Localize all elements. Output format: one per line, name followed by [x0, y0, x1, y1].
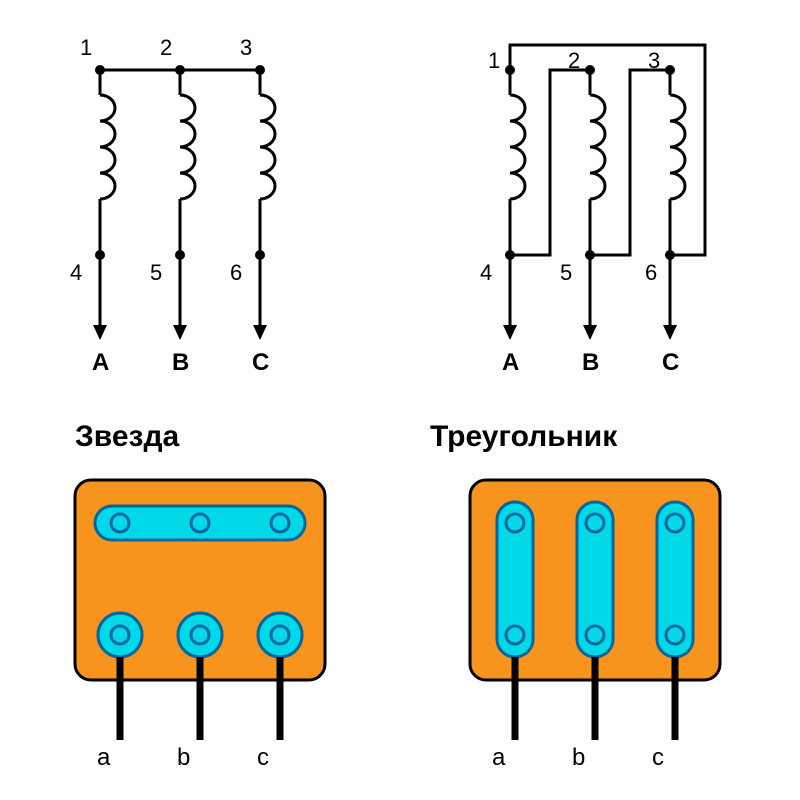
label-5: 5: [150, 260, 162, 285]
title-star: Звезда: [75, 420, 179, 454]
wire-b: b: [177, 744, 190, 771]
schematic-delta: 1 2 3 4 5 6 A B C: [450, 20, 770, 380]
phase-B: B: [172, 349, 189, 376]
label-3: 3: [240, 35, 252, 60]
terminal-star: a b c: [55, 460, 355, 780]
label-4: 4: [480, 260, 492, 285]
wire-a: a: [492, 744, 506, 771]
wire-c: c: [257, 744, 269, 771]
label-6: 6: [230, 260, 242, 285]
title-delta: Треугольник: [430, 420, 617, 454]
phase-C: C: [252, 349, 269, 376]
wire-b: b: [572, 744, 585, 771]
phase-B: B: [582, 349, 599, 376]
label-1: 1: [488, 48, 500, 73]
phase-C: C: [662, 349, 679, 376]
wire-a: a: [97, 744, 111, 771]
phase-A: A: [92, 349, 109, 376]
label-5: 5: [560, 260, 572, 285]
label-6: 6: [645, 260, 657, 285]
wire-c: c: [652, 744, 664, 771]
schematic-star: 1 2 3 4 5 6 A B C: [50, 20, 350, 380]
label-4: 4: [70, 260, 82, 285]
label-2: 2: [160, 35, 172, 60]
label-3: 3: [648, 48, 660, 73]
phase-A: A: [502, 349, 519, 376]
label-2: 2: [568, 48, 580, 73]
label-1: 1: [80, 35, 92, 60]
terminal-delta: a b c: [450, 460, 750, 780]
